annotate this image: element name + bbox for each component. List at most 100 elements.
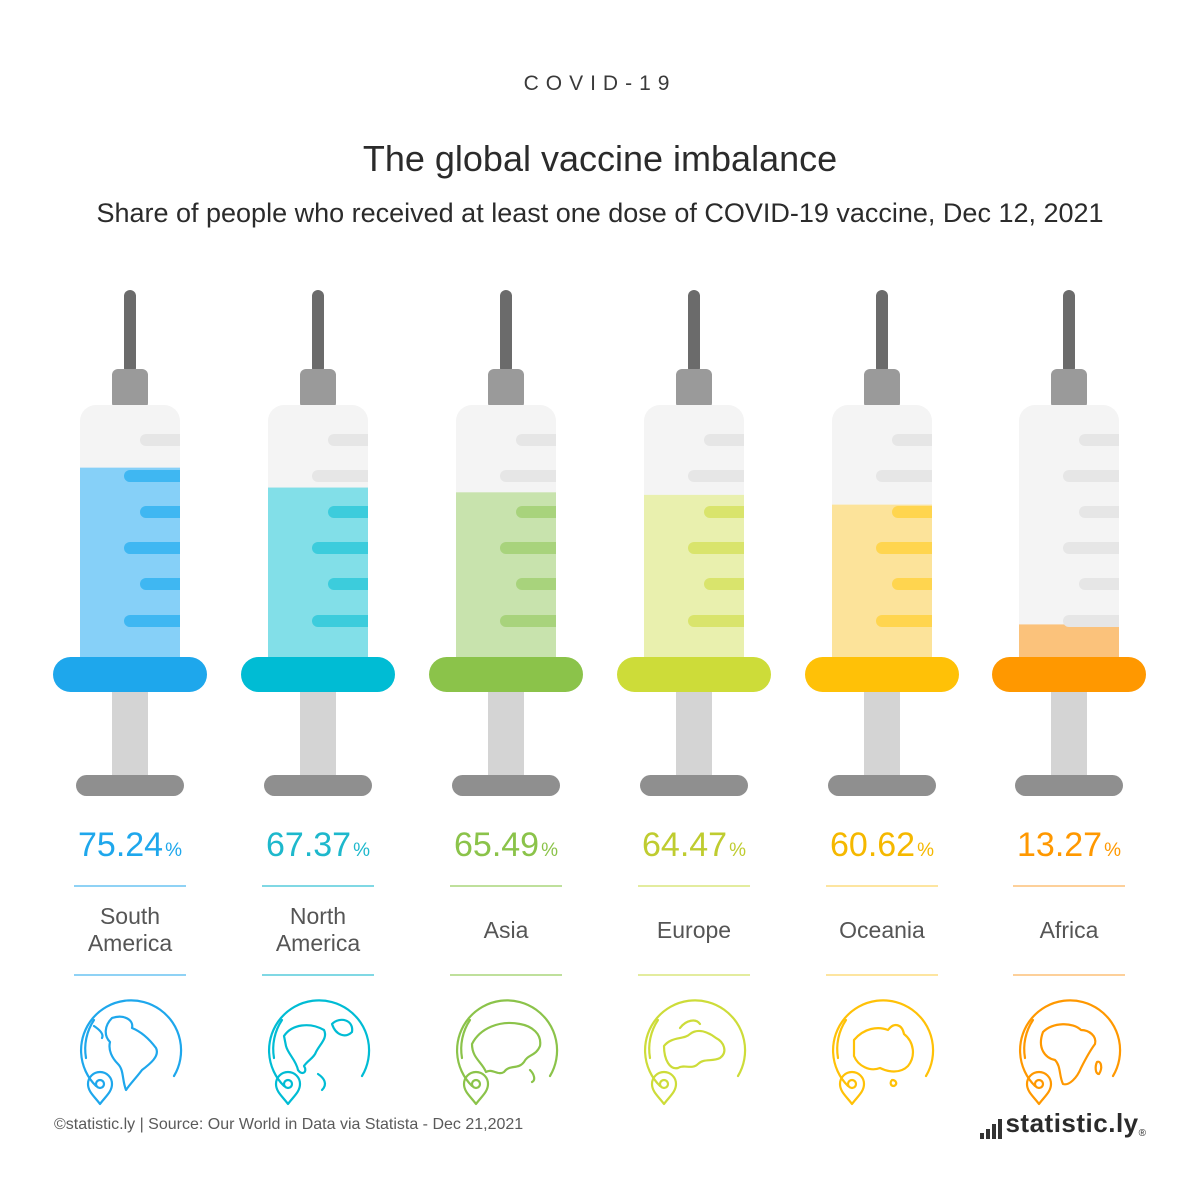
value-label: 60.62% — [788, 826, 976, 865]
graduation-mark — [124, 615, 190, 627]
landmass-outline — [470, 1021, 542, 1084]
graduation-mark — [516, 578, 566, 590]
barrel-edge — [744, 430, 758, 635]
graduation-mark — [140, 434, 190, 446]
graduation-mark — [140, 506, 190, 518]
globe-arc — [84, 1018, 96, 1060]
value-number: 67.37 — [266, 826, 352, 864]
syringe-needle — [876, 290, 888, 374]
graduation-mark — [516, 506, 566, 518]
barrel-edge — [932, 430, 946, 635]
graduation-mark — [704, 434, 754, 446]
value-number: 65.49 — [454, 826, 540, 864]
syringe-thumb-rest — [828, 775, 936, 796]
syringe-hub — [676, 369, 712, 409]
graduation-mark — [704, 506, 754, 518]
barrel-edge — [1119, 430, 1133, 635]
barrel-edge — [180, 430, 194, 635]
syringe-thumb-rest — [640, 775, 748, 796]
syringe-flange — [805, 657, 959, 692]
graduation-mark — [1063, 542, 1129, 554]
syringe-plunger — [300, 692, 336, 778]
value-label: 75.24% — [36, 826, 224, 865]
value-number: 75.24 — [78, 826, 164, 864]
graduation-mark — [688, 542, 754, 554]
location-pin-dot — [470, 1078, 482, 1090]
globe-outline — [79, 999, 183, 1088]
syringe-hub — [488, 369, 524, 409]
globe-oceania-icon — [831, 999, 935, 1106]
graduation-mark — [140, 578, 190, 590]
bar-europe — [644, 494, 744, 658]
bar-asia — [456, 492, 556, 658]
syringe-flange — [53, 657, 207, 692]
location-pin — [274, 1070, 302, 1106]
graduation-mark — [876, 542, 942, 554]
category-label: Oceania — [839, 916, 925, 943]
syringe-plunger — [112, 692, 148, 778]
bar-africa — [1019, 624, 1119, 658]
graduation-mark — [1063, 615, 1129, 627]
syringe-hub — [300, 369, 336, 409]
syringe-oceania — [805, 290, 959, 1106]
location-pin-dot — [94, 1078, 106, 1090]
globe-arc — [1023, 1018, 1035, 1060]
category-label: North America — [275, 903, 361, 956]
syringe-flange — [617, 657, 771, 692]
landmass-outline — [1039, 1023, 1103, 1086]
syringe-hub — [112, 369, 148, 409]
brand-logo: statistic.ly ® — [980, 1108, 1146, 1139]
value-label: 67.37% — [224, 826, 412, 865]
graduation-mark — [1079, 506, 1129, 518]
location-pin-dot — [846, 1078, 858, 1090]
divider-rule — [1013, 885, 1125, 887]
syringe-needle — [312, 290, 324, 374]
value-unit: % — [917, 840, 934, 861]
syringe-needle — [124, 290, 136, 374]
syringe-plunger — [1051, 692, 1087, 778]
location-pin — [838, 1070, 866, 1106]
graduation-mark — [500, 542, 566, 554]
globe-north-america-icon — [267, 999, 371, 1106]
graduation-mark — [312, 615, 378, 627]
value-unit: % — [541, 840, 558, 861]
graduation-mark — [516, 434, 566, 446]
landmass-outline — [662, 1019, 726, 1070]
graduation-mark — [312, 542, 378, 554]
brand-bars-icon — [980, 1117, 1003, 1139]
syringe-plunger — [488, 692, 524, 778]
value-number: 60.62 — [830, 826, 916, 864]
category-label: Africa — [1039, 916, 1099, 943]
landmass-outline — [92, 1015, 158, 1092]
value-label: 65.49% — [412, 826, 600, 865]
graduation-mark — [688, 615, 754, 627]
divider-rule — [638, 974, 750, 976]
graduation-mark — [892, 506, 942, 518]
syringe-flange — [241, 657, 395, 692]
syringe-thumb-rest — [264, 775, 372, 796]
value-unit: % — [729, 840, 746, 861]
divider-rule — [638, 885, 750, 887]
graduation-mark — [328, 506, 378, 518]
graduation-mark — [124, 542, 190, 554]
syringe-flange — [992, 657, 1146, 692]
location-pin — [462, 1070, 490, 1106]
graduation-mark — [328, 578, 378, 590]
syringe-europe — [617, 290, 771, 1106]
syringe-north-america — [241, 290, 395, 1106]
syringe-needle — [1063, 290, 1075, 374]
globe-outline — [455, 999, 559, 1088]
globe-arc — [648, 1018, 660, 1060]
globe-outline — [1018, 999, 1122, 1088]
divider-rule — [450, 885, 562, 887]
globe-arc — [272, 1018, 284, 1060]
globe-south-america-icon — [79, 999, 183, 1106]
source-note: ©statistic.ly | Source: Our World in Dat… — [54, 1116, 524, 1133]
graduation-mark — [704, 578, 754, 590]
graduation-mark — [876, 470, 942, 482]
location-pin — [650, 1070, 678, 1106]
divider-rule — [262, 974, 374, 976]
syringe-plunger — [676, 692, 712, 778]
syringe-thumb-rest — [1015, 775, 1123, 796]
syringe-needle — [688, 290, 700, 374]
